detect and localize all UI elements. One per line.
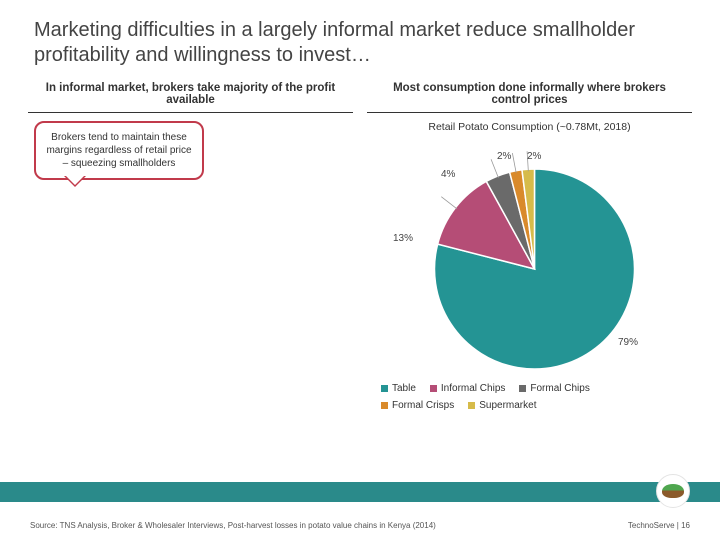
- legend-label: Table: [392, 380, 416, 397]
- pie-legend: Table Informal Chips Formal Chips Formal Cr…: [367, 380, 692, 414]
- legend-swatch: [430, 385, 437, 392]
- legend-item-informal-chips: Informal Chips: [430, 380, 505, 397]
- legend-item-table: Table: [381, 380, 416, 397]
- legend-swatch: [381, 385, 388, 392]
- page-number: TechnoServe | 16: [628, 521, 690, 530]
- pie-label-2b: 2%: [527, 151, 541, 162]
- pie-label-2a: 2%: [497, 151, 511, 162]
- accent-bar: [0, 482, 720, 502]
- legend-label: Formal Crisps: [392, 397, 454, 414]
- legend-item-supermarket: Supermarket: [468, 397, 536, 414]
- pie-label-13: 13%: [393, 233, 413, 244]
- legend-label: Supermarket: [479, 397, 536, 414]
- legend-label: Informal Chips: [441, 380, 505, 397]
- right-column: Most consumption done informally where b…: [367, 76, 692, 414]
- legend-swatch: [381, 402, 388, 409]
- legend-swatch: [468, 402, 475, 409]
- legend-item-formal-chips: Formal Chips: [519, 380, 589, 397]
- content-columns: In informal market, brokers take majorit…: [0, 76, 720, 414]
- pie-label-4: 4%: [441, 169, 455, 180]
- legend-label: Formal Chips: [530, 380, 589, 397]
- brand-logo: [656, 474, 690, 508]
- footer: Source: TNS Analysis, Broker & Wholesale…: [0, 521, 720, 530]
- left-header: In informal market, brokers take majorit…: [28, 76, 353, 113]
- right-header: Most consumption done informally where b…: [367, 76, 692, 113]
- legend-swatch: [519, 385, 526, 392]
- source-text: Source: TNS Analysis, Broker & Wholesale…: [30, 521, 436, 530]
- callout-bubble: Brokers tend to maintain these margins r…: [34, 121, 204, 180]
- pie-label-79: 79%: [618, 337, 638, 348]
- legend-item-formal-crisps: Formal Crisps: [381, 397, 454, 414]
- pie-chart: 79% 13% 4% 2% 2%: [367, 139, 692, 374]
- chart-subtitle: Retail Potato Consumption (~0.78Mt, 2018…: [367, 121, 692, 133]
- page-title: Marketing difficulties in a largely info…: [0, 0, 720, 76]
- left-column: In informal market, brokers take majorit…: [28, 76, 353, 414]
